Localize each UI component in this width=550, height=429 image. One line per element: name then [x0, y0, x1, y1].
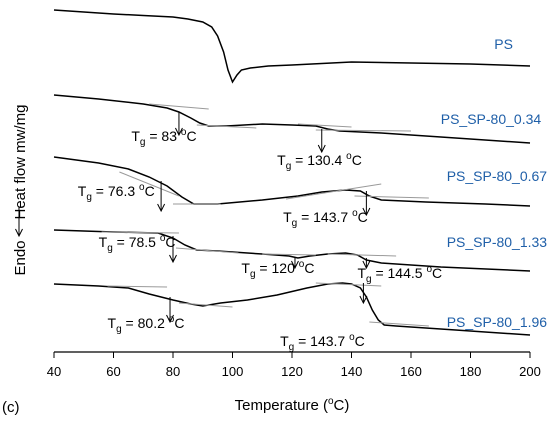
tg-annotation-0: Tg = 83 oC [131, 127, 196, 148]
y-axis-label-group: Heat flow mw/mg Endo [12, 104, 29, 275]
tg-annotation-8: Tg = 143.7 oC [280, 332, 365, 353]
series-label-1: PS_SP-80_0.34 [441, 111, 542, 127]
series-line-3 [53, 229, 531, 272]
x-tick-label-7: 180 [460, 364, 482, 379]
x-tick-label-1: 60 [106, 364, 120, 379]
tg-arrow-4 [169, 236, 177, 264]
annotation-layer: Tg = 83 oC Tg = 130.4 oC Tg = 76.3 oC Tg = … [78, 127, 442, 353]
series-label-4: PS_SP-80_1.96 [447, 314, 548, 330]
tangent-line-0 [149, 103, 209, 110]
x-tick-label-3: 100 [222, 364, 244, 379]
series-line-2 [53, 156, 531, 207]
tangent-line-6 [285, 183, 382, 200]
x-axis-ticks: 40 60 80 100 120 140 160 180 200 [47, 352, 541, 379]
x-tick-label-0: 40 [47, 364, 61, 379]
tg-annotation-4: Tg = 78.5 oC [99, 233, 176, 254]
tg-arrow-7 [166, 297, 174, 324]
tangent-line-9 [175, 247, 239, 254]
tangent-line-8 [101, 231, 179, 234]
tangent-line-1 [196, 124, 257, 129]
tg-annotation-3: Tg = 143.7 oC [283, 208, 368, 229]
tg-annotation-2: Tg = 76.3 oC [78, 182, 155, 203]
tangent-line-7 [354, 195, 429, 199]
series-layer [53, 9, 531, 336]
tg-annotation-1: Tg = 130.4 oC [277, 151, 362, 172]
arrow-layer [157, 112, 371, 324]
tg-arrow-2 [157, 181, 166, 213]
panel-label: (c) [2, 399, 20, 416]
tangent-line-12 [107, 285, 168, 288]
tg-annotation-5: Tg = 120 oC [241, 259, 314, 280]
tangent-line-3 [315, 129, 412, 132]
x-tick-label-2: 80 [166, 364, 180, 379]
tg-annotation-7: Tg = 80.2 oC [108, 314, 185, 335]
tg-annotation-6: Tg = 144.5 oC [357, 264, 442, 285]
tg-arrow-6 [362, 258, 371, 270]
tangent-line-15 [369, 321, 429, 327]
tangent-line-13 [178, 302, 233, 308]
x-axis-title: Temperature (oC) [235, 396, 350, 414]
y-axis-title: Heat flow mw/mg [12, 104, 29, 219]
tangent-layer [101, 103, 429, 327]
tg-arrow-3 [362, 191, 371, 217]
series-label-0: PS [494, 36, 513, 52]
tg-arrow-1 [317, 129, 326, 154]
tg-arrow-8 [359, 283, 368, 305]
series-label-3: PS_SP-80_1.33 [447, 234, 548, 250]
tangent-line-10 [262, 253, 316, 256]
tangent-line-14 [315, 282, 382, 287]
x-tick-label-4: 120 [281, 364, 303, 379]
x-tick-label-8: 200 [519, 364, 541, 379]
tg-arrow-0 [175, 112, 183, 137]
tg-arrow-5 [291, 257, 299, 270]
endo-label: Endo [12, 240, 29, 275]
x-tick-label-5: 140 [341, 364, 363, 379]
tangent-line-2 [297, 123, 352, 128]
tangent-line-4 [119, 171, 180, 197]
endo-arrow-head [15, 228, 23, 238]
series-label-2: PS_SP-80_0.67 [447, 168, 548, 184]
tangent-line-11 [327, 253, 397, 257]
x-tick-label-6: 160 [400, 364, 422, 379]
series-line-0 [53, 9, 531, 84]
label-layer: PS PS_SP-80_0.34 PS_SP-80_0.67 PS_SP-80_1.3… [441, 36, 548, 330]
